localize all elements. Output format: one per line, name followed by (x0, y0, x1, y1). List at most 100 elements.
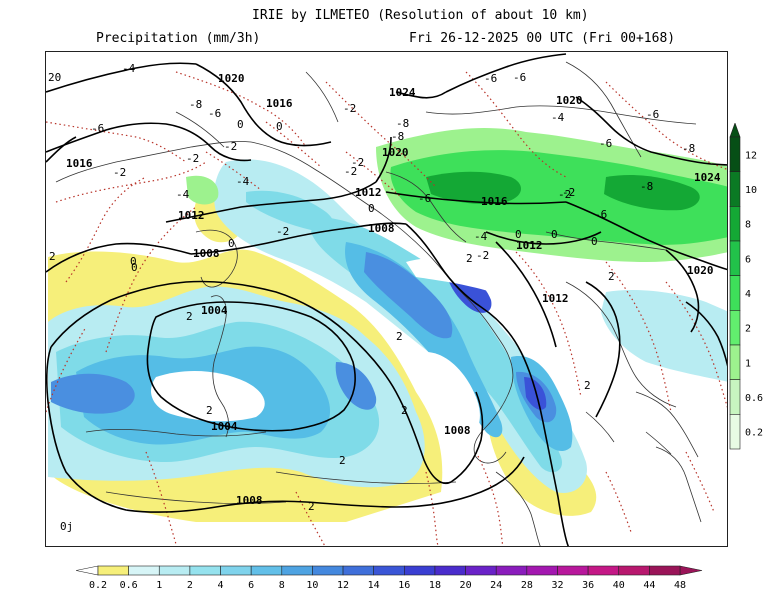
isobar-line (345, 331, 452, 484)
isobar-labels: 1020 1016 1024 1020 1016 1020 1012 1016 … (66, 72, 721, 507)
isobar-line (575, 96, 727, 166)
temp-label: -2 (351, 156, 364, 169)
precip-area-cyan-north (246, 190, 334, 231)
temp-label: 0 (237, 118, 244, 131)
temp-label: -8 (396, 117, 409, 130)
temp-label: -2 (343, 102, 356, 115)
precip-area-green-dark (426, 171, 522, 205)
temp-label: 0 (228, 237, 235, 250)
isobar-line (46, 62, 197, 93)
scale-label: 44 (643, 580, 655, 591)
scale-label: 18 (429, 580, 441, 591)
isobar-label: 1020 (382, 146, 409, 159)
scale-label: 2 (745, 324, 751, 335)
isobars (46, 53, 727, 546)
scale-cell (729, 206, 741, 242)
scale-label: 8 (745, 220, 751, 231)
scale-label: 40 (613, 580, 625, 591)
temp-label: -2 (276, 225, 289, 238)
isobar-line (146, 301, 356, 432)
precip-core-deep-blue-2 (524, 377, 547, 410)
temp-label: 2 (608, 270, 615, 283)
isobar-label: 1024 (694, 171, 721, 184)
scale-cell (158, 565, 191, 576)
scale-cell (281, 565, 313, 576)
isobar-line (385, 191, 567, 205)
isobar-line (585, 281, 621, 418)
temp-label: -6 (484, 72, 497, 85)
isobar-label: 1020 (556, 94, 583, 107)
isobar-line (46, 136, 77, 163)
scale-label: 16 (398, 580, 410, 591)
temp-label: -6 (594, 208, 607, 221)
temp-label: 0 (551, 228, 558, 241)
temp-label: 2 (186, 310, 193, 323)
temp-label: 0 (276, 120, 283, 133)
scale-cell (729, 240, 741, 276)
temp-label: -2 (113, 166, 126, 179)
scale-cell (729, 379, 741, 415)
scale-label: 4 (745, 289, 751, 300)
isobar-label: 1008 (444, 424, 471, 437)
scale-cell (557, 565, 589, 576)
scale-cell (526, 565, 558, 576)
scale-label: 10 (745, 185, 757, 196)
isobar-label: 1016 (481, 195, 508, 208)
scale-cell (729, 275, 741, 311)
isobar-line (405, 223, 544, 423)
valid-time: Fri 26-12-2025 00 UTC (Fri 00+168) (409, 31, 676, 46)
scale-cell (250, 565, 283, 576)
temp-label: 2 (49, 250, 56, 263)
field-label: Precipitation (mm/3h) (96, 31, 261, 46)
isobar-line (450, 391, 484, 483)
temp-label: 2 (466, 252, 473, 265)
scale-cell (342, 565, 374, 576)
scale-label: 0.6 (745, 393, 763, 404)
temp-label: -8 (189, 98, 202, 111)
scale-cell (373, 565, 405, 576)
coastlines (55, 61, 702, 546)
scale-label: 4 (218, 580, 224, 591)
precip-core-mid-blue-2 (364, 252, 453, 339)
isobar-line (165, 181, 377, 223)
isobar-label: 1020 (687, 264, 714, 277)
temp-label: 2 (396, 330, 403, 343)
scale-label: 2 (187, 580, 193, 591)
precipitation-field (48, 128, 727, 522)
temp-label: 0 (131, 261, 138, 274)
temp-label: 2 (339, 454, 346, 467)
isobar-label: 1012 (516, 239, 543, 252)
right-color-scale: 12 10 8 6 4 2 1 0.6 0.2 (729, 122, 770, 457)
scale-cell (729, 414, 741, 450)
temp-label: -8 (640, 180, 653, 193)
scale-label: 48 (674, 580, 686, 591)
precipitation-map: 1020 1016 1024 1020 1016 1020 1012 1016 … (45, 51, 728, 547)
isobar-label: 1008 (368, 222, 395, 235)
scale-cell (128, 565, 160, 576)
isobar-line (375, 136, 392, 183)
temp-label: -6 (646, 108, 659, 121)
isobar-line (395, 91, 447, 99)
temperature-contours (46, 71, 727, 546)
temp-label: -2 (344, 165, 357, 178)
temp-label: -2 (186, 152, 199, 165)
isobar-line (190, 222, 407, 255)
temp-label: -8 (682, 142, 695, 155)
dry-area-3 (424, 352, 480, 438)
scale-arrow-left (75, 565, 99, 576)
scale-label: 0.2 (89, 580, 107, 591)
bottom-scale-cells (75, 565, 703, 576)
temp-label: -4 (236, 175, 250, 188)
bottom-scale-labels: 0.2 0.6 1 2 4 6 8 10 12 14 16 18 20 24 28 32 36 40 44 48 (89, 580, 686, 591)
isobar-label: 1008 (236, 494, 263, 507)
scale-cell (465, 565, 497, 576)
scale-label: 10 (306, 580, 318, 591)
temp-label: -6 (513, 71, 526, 84)
isobar-line (195, 63, 332, 147)
isobar-label: 1012 (355, 186, 382, 199)
precip-area-light-blue-e (601, 290, 727, 382)
temp-label: 2 (584, 379, 591, 392)
scale-label: 32 (551, 580, 563, 591)
temp-label: 2 (206, 404, 213, 417)
isobar-line (542, 421, 570, 546)
